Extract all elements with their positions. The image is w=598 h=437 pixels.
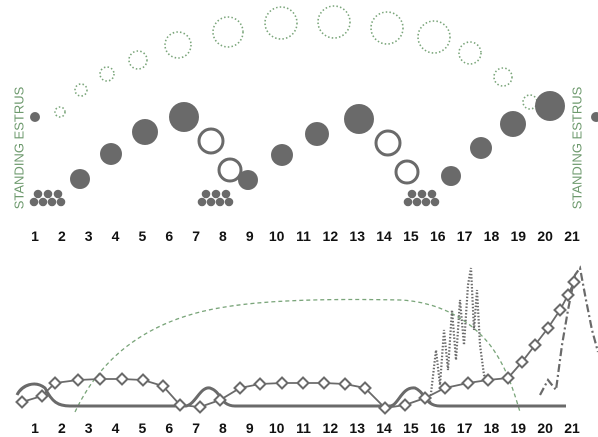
small-follicle xyxy=(202,190,211,199)
day-label: 1 xyxy=(31,228,39,244)
day-label: 9 xyxy=(246,420,254,436)
day-label: 16 xyxy=(430,420,446,436)
diamond xyxy=(555,305,566,316)
day-label: 19 xyxy=(511,420,527,436)
diamond xyxy=(440,383,451,394)
day-label: 20 xyxy=(537,420,553,436)
follicles xyxy=(30,91,598,190)
small-follicle xyxy=(422,198,431,207)
day-label: 14 xyxy=(376,228,392,244)
small-follicle xyxy=(207,198,216,207)
day-label: 2 xyxy=(58,228,66,244)
day-label: 20 xyxy=(537,228,553,244)
day-label: 21 xyxy=(564,228,580,244)
small-follicle xyxy=(57,198,66,207)
day-label: 5 xyxy=(139,420,147,436)
diamond xyxy=(569,277,580,288)
diamond xyxy=(235,383,246,394)
small-follicle xyxy=(431,198,440,207)
diamond xyxy=(95,374,106,385)
day-label: 2 xyxy=(58,420,66,436)
day-label: 14 xyxy=(376,420,392,436)
day-label: 1 xyxy=(31,420,39,436)
day-label: 8 xyxy=(219,420,227,436)
small-follicle xyxy=(222,190,231,199)
small-follicle xyxy=(212,190,221,199)
day-label: 13 xyxy=(349,228,365,244)
small-follicle xyxy=(48,198,57,207)
side-label: STANDING ESTRUS xyxy=(11,86,26,209)
diamond xyxy=(17,397,28,408)
day-label: 12 xyxy=(323,420,339,436)
day-label: 11 xyxy=(296,228,311,244)
day-label: 17 xyxy=(457,228,473,244)
small-follicle xyxy=(408,190,417,199)
diamond xyxy=(277,378,288,389)
day-label: 5 xyxy=(139,228,147,244)
progesterone-markers xyxy=(17,277,580,414)
diamond xyxy=(298,378,309,389)
day-label: 17 xyxy=(457,420,473,436)
day-label: 7 xyxy=(192,228,200,244)
day-label: 13 xyxy=(349,420,365,436)
small-follicle xyxy=(418,190,427,199)
small-follicle xyxy=(39,198,48,207)
day-label: 9 xyxy=(246,228,254,244)
small-follicle xyxy=(216,198,225,207)
day-label: 3 xyxy=(85,228,93,244)
diamond xyxy=(319,378,330,389)
small-follicle xyxy=(413,198,422,207)
day-label: 15 xyxy=(403,228,419,244)
diamond xyxy=(463,378,474,389)
small-follicle xyxy=(30,198,39,207)
day-label: 12 xyxy=(323,228,339,244)
day-label: 16 xyxy=(430,228,446,244)
small-follicle xyxy=(404,198,413,207)
day-label: 6 xyxy=(165,228,173,244)
diamond xyxy=(255,379,266,390)
day-label: 8 xyxy=(219,228,227,244)
day-label: 19 xyxy=(511,228,527,244)
diamond xyxy=(215,395,226,406)
small-follicle xyxy=(198,198,207,207)
day-label: 11 xyxy=(296,420,311,436)
day-label: 4 xyxy=(112,228,120,244)
day-label: 18 xyxy=(484,420,500,436)
diamond xyxy=(400,400,411,411)
hormone-curves xyxy=(17,268,598,412)
diamond xyxy=(117,374,128,385)
day-label: 3 xyxy=(85,420,93,436)
diamond xyxy=(73,375,84,386)
diamond xyxy=(195,402,206,413)
day-label: 10 xyxy=(269,420,285,436)
day-label: 4 xyxy=(112,420,120,436)
small-follicle xyxy=(54,190,63,199)
dominant-follicle-dotted xyxy=(55,6,537,117)
day-label: 18 xyxy=(484,228,500,244)
small-follicle xyxy=(225,198,234,207)
day-label: 15 xyxy=(403,420,419,436)
diamond xyxy=(340,379,351,390)
day-label: 7 xyxy=(192,420,200,436)
side-label: STANDING ESTRUS xyxy=(569,86,584,209)
small-follicle xyxy=(428,190,437,199)
diagram: STANDING ESTRUS STANDING ESTRUS 12345678… xyxy=(0,0,598,437)
follicle-clusters xyxy=(30,190,440,207)
small-follicle xyxy=(44,190,53,199)
small-follicle xyxy=(34,190,43,199)
day-label: 21 xyxy=(564,420,580,436)
day-label: 6 xyxy=(165,420,173,436)
diamond xyxy=(138,375,149,386)
day-label: 10 xyxy=(269,228,285,244)
